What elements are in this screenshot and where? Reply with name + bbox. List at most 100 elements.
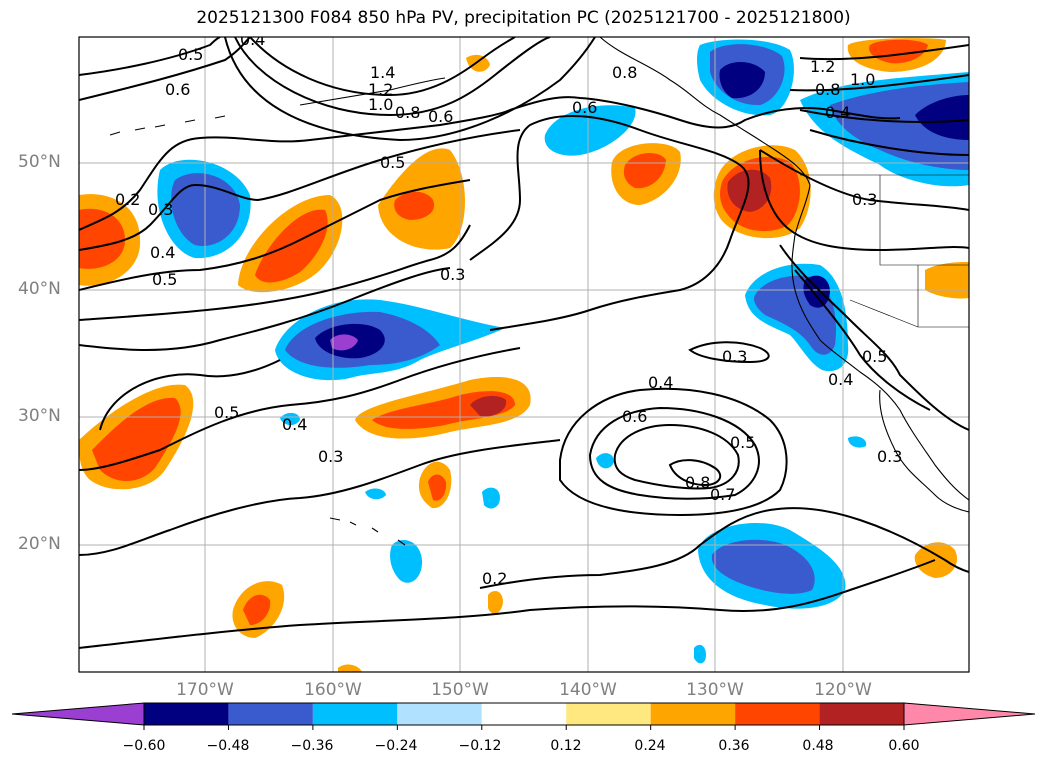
colorbar-cell (397, 703, 482, 725)
precip-blob-negative (596, 453, 614, 469)
contour-label: 1.2 (368, 80, 393, 99)
contour-label: 0.2 (482, 569, 507, 588)
colorbar-tick-label: −0.12 (458, 738, 502, 754)
contour-label: 0.6 (428, 107, 453, 126)
graticule (79, 37, 969, 672)
contour-label: 0.5 (178, 45, 203, 64)
contour-label: 0.4 (150, 243, 175, 262)
precip-shading (79, 38, 969, 672)
contour-label: 0.3 (852, 190, 877, 209)
contour-label: 0.7 (710, 485, 735, 504)
contour-label: 0.8 (815, 80, 840, 99)
precip-blob-negative (915, 95, 969, 140)
contour-label: 0.3 (148, 200, 173, 219)
contour-label: 0.5 (152, 270, 177, 289)
precip-blob-negative (848, 436, 867, 448)
contour-label: 0.3 (877, 447, 902, 466)
contour-label: 0.5 (214, 403, 239, 422)
precip-blob-positive (727, 169, 772, 212)
precip-blob-positive (488, 590, 503, 614)
contour-label: 0.4 (282, 415, 307, 434)
contour-label: 0.3 (440, 265, 465, 284)
lat-label: 40°N (18, 279, 61, 299)
contour-label: 0.3 (722, 347, 747, 366)
precip-blob-positive (623, 153, 666, 189)
lon-label: 160°W (304, 680, 362, 700)
map-title: 2025121300 F084 850 hPa PV, precipitatio… (196, 8, 851, 28)
precip-blob-negative (803, 275, 830, 308)
contour-label: 0.4 (828, 370, 853, 389)
lat-label: 20°N (18, 534, 61, 554)
contour-label: 1.2 (810, 57, 835, 76)
colorbar-cell (228, 703, 313, 725)
colorbar-extend-high (903, 702, 1036, 726)
pv-contours (79, 37, 969, 649)
precip-blob-positive (92, 397, 181, 482)
precip-blob-negative (280, 412, 300, 426)
colorbar-cell (144, 703, 229, 725)
colorbar-tick-label: −0.60 (122, 738, 166, 754)
colorbar-cell (819, 703, 904, 725)
precip-blob-positive (470, 395, 507, 417)
precip-blob-positive (338, 664, 362, 672)
precip-blob-negative (694, 644, 706, 664)
contour-label: 0.6 (622, 407, 647, 426)
contour-label: 0.2 (115, 190, 140, 209)
lon-label: 170°W (176, 680, 234, 700)
lon-label: 120°W (814, 680, 872, 700)
colorbar-tick-label: 0.60 (888, 738, 920, 754)
colorbar-cell (481, 703, 567, 725)
contour-label: 0.8 (612, 63, 637, 82)
precip-blob-negative (330, 334, 358, 351)
contour-labels: 0.5 0.6 0.4 1.4 1.2 1.0 0.8 0.6 0.5 0.2 … (115, 30, 902, 588)
precip-blob-positive (243, 594, 271, 625)
colorbar-tick-label: 0.36 (718, 738, 750, 754)
precip-blob-negative (544, 105, 636, 156)
precip-blob-positive (466, 54, 490, 72)
precip-blob-positive (255, 209, 328, 283)
precip-blob-negative (719, 61, 765, 99)
colorbar-cell (312, 703, 398, 725)
precip-blob-negative (390, 540, 423, 583)
colorbar (11, 702, 1036, 730)
contour-label: 0.3 (318, 447, 343, 466)
colorbar-tick-label: −0.48 (206, 738, 250, 754)
contour-label: 1.0 (850, 70, 875, 89)
lon-label: 150°W (431, 680, 489, 700)
precip-blob-positive (394, 191, 435, 220)
colorbar-tick-label: 0.12 (550, 738, 582, 754)
colorbar-extend-low (11, 702, 145, 726)
colorbar-tick-label: −0.36 (290, 738, 334, 754)
contour-label: 1.0 (368, 95, 393, 114)
colorbar-tick-label: 0.48 (802, 738, 834, 754)
precip-blob-positive (428, 474, 447, 501)
colorbar-cell (566, 703, 651, 725)
contour-label: 0.5 (380, 153, 405, 172)
map-area: 0.5 0.6 0.4 1.4 1.2 1.0 0.8 0.6 0.5 0.2 … (79, 30, 969, 672)
contour-label: 0.4 (825, 103, 850, 122)
map-frame (78, 36, 970, 673)
colorbar-tick-label: −0.24 (374, 738, 418, 754)
lat-label: 50°N (18, 152, 61, 172)
precip-blob-positive (914, 542, 958, 578)
lon-label: 140°W (559, 680, 617, 700)
contour-label: 0.4 (240, 30, 265, 49)
borders (800, 174, 969, 328)
lat-label: 30°N (18, 406, 61, 426)
contour-label: 0.6 (572, 98, 597, 117)
coastlines (109, 37, 969, 546)
contour-label: 0.8 (685, 473, 710, 492)
colorbar-cell (735, 703, 820, 725)
contour-label: 0.5 (730, 433, 755, 452)
contour-label: 0.4 (648, 373, 673, 392)
colorbar-tick-label: 0.24 (634, 738, 666, 754)
precip-blob-positive (869, 39, 928, 64)
precip-blob-positive (925, 262, 969, 299)
contour-label: 0.5 (862, 347, 887, 366)
colorbar-cell (650, 703, 736, 725)
contour-label: 0.6 (165, 80, 190, 99)
lon-label: 130°W (686, 680, 744, 700)
contour-label: 0.8 (395, 103, 420, 122)
contour-label: 1.4 (370, 63, 395, 82)
